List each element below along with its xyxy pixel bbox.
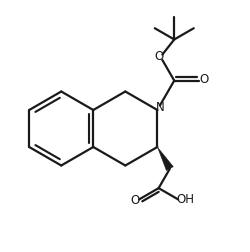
Text: O: O	[199, 73, 208, 86]
Text: O: O	[130, 194, 140, 207]
Text: N: N	[156, 101, 165, 114]
Text: OH: OH	[176, 193, 194, 206]
Text: O: O	[155, 50, 164, 62]
Polygon shape	[158, 147, 173, 171]
